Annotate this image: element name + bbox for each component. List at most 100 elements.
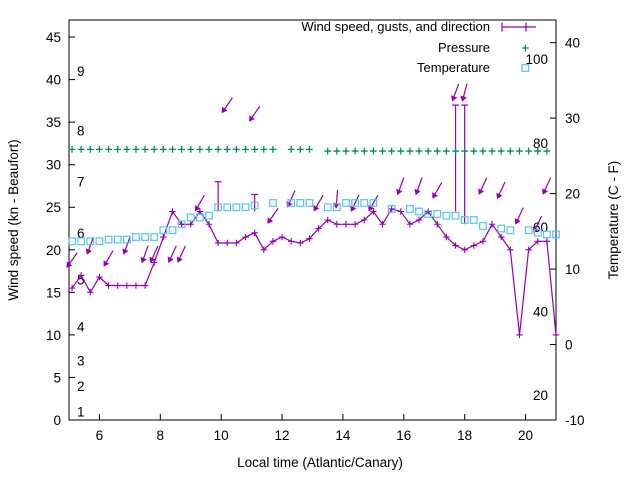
- temperature-point: [460, 216, 469, 224]
- temperature-point: [177, 220, 186, 229]
- wind-speed-point: [434, 221, 441, 228]
- wind-direction-arrow-head: [542, 188, 549, 195]
- wind-direction-arrow-head: [368, 205, 375, 212]
- pressure-point: [205, 145, 213, 153]
- fahrenheit-scale-label: 100: [525, 52, 548, 67]
- pressure-point: [534, 147, 542, 155]
- wind-speed-point: [306, 235, 313, 242]
- pressure-point: [223, 145, 231, 153]
- wind-speed-point: [479, 238, 487, 245]
- wind-direction-arrow-head: [450, 95, 458, 102]
- y2-axis-tick-label: 10: [565, 262, 580, 277]
- temperature-point: [497, 224, 506, 233]
- wind-direction-arrow-head: [496, 192, 503, 200]
- pressure-point: [251, 145, 259, 153]
- wind-speed-point: [169, 208, 176, 215]
- pressure-point: [242, 145, 249, 153]
- beaufort-scale-label: 5: [77, 273, 85, 288]
- wind-speed-point: [77, 272, 85, 279]
- x-axis-tick-label: 18: [457, 428, 472, 443]
- y-axis-tick-label: 0: [53, 413, 61, 428]
- temperature-point: [122, 235, 131, 244]
- pressure-point: [150, 145, 158, 153]
- wind-direction-arrow-head: [460, 95, 467, 102]
- wind-direction-arrow-head: [103, 260, 110, 267]
- pressure-point: [461, 147, 469, 155]
- x-axis-tick-label: 20: [518, 428, 533, 443]
- wind-speed-point: [470, 242, 478, 249]
- y2-axis-tick-label: -10: [565, 413, 585, 428]
- wind-speed-point: [205, 221, 213, 228]
- y-axis-tick-label: 15: [46, 285, 61, 300]
- pressure-point: [86, 145, 94, 153]
- y-axis-tick-label: 30: [46, 158, 61, 173]
- temperature-point: [479, 222, 487, 230]
- beaufort-scale-label: 4: [77, 319, 85, 334]
- wind-speed-point: [287, 238, 295, 245]
- legend-marker-temperature: [521, 64, 530, 72]
- pressure-point: [351, 147, 359, 155]
- wind-direction-arrow-head: [167, 256, 174, 263]
- temperature-point: [113, 235, 122, 244]
- wind-speed-point: [151, 259, 158, 266]
- pressure-point: [369, 147, 377, 155]
- y-axis-tick-label: 20: [46, 243, 61, 258]
- temperature-point: [351, 199, 360, 207]
- beaufort-scale-label: 8: [77, 124, 85, 139]
- pressure-point: [415, 147, 423, 155]
- wind-speed-point: [443, 233, 450, 241]
- wind-direction-arrow-head: [194, 205, 201, 212]
- temperature-point: [433, 210, 442, 218]
- wind-speed-point: [123, 282, 131, 289]
- beaufort-scale-label: 2: [77, 379, 85, 394]
- y-axis-tick-label: 45: [46, 30, 61, 45]
- pressure-point: [397, 147, 405, 155]
- y2-axis-tick-label: 40: [565, 36, 580, 51]
- y2-axis-tick-label: 30: [565, 111, 580, 126]
- temperature-point: [223, 203, 232, 212]
- y2-axis-tick-label: 20: [565, 187, 580, 202]
- wind-speed-point: [525, 246, 532, 253]
- wind-speed-point: [68, 284, 76, 292]
- temperature-point: [424, 210, 433, 218]
- x-axis-tick-label: 16: [396, 428, 411, 443]
- pressure-point: [424, 147, 432, 155]
- temperature-point: [168, 226, 177, 235]
- pressure-point: [260, 145, 268, 153]
- wind-direction-arrow-head: [176, 256, 183, 263]
- beaufort-scale-label: 7: [77, 175, 85, 190]
- temperature-point: [68, 237, 76, 246]
- wind-direction-arrow-head: [149, 256, 156, 263]
- temperature-point: [360, 199, 369, 207]
- wind-direction-arrow-head: [514, 218, 521, 225]
- beaufort-scale-label: 9: [77, 64, 85, 79]
- pressure-point: [159, 145, 167, 153]
- pressure-point: [406, 147, 414, 155]
- wind-speed-point: [105, 282, 112, 289]
- pressure-point: [479, 147, 487, 155]
- wind-speed-point: [397, 208, 404, 215]
- temperature-point: [387, 205, 396, 213]
- pressure-point: [77, 145, 85, 153]
- pressure-point: [470, 147, 478, 155]
- temperature-point: [469, 216, 478, 224]
- y2-axis-tick-label: 0: [565, 338, 573, 353]
- wind-direction-arrow-head: [140, 256, 147, 264]
- pressure-point: [68, 145, 76, 153]
- wind-speed-point: [361, 216, 368, 224]
- pressure-point: [178, 145, 186, 153]
- y-axis-tick-label: 35: [46, 115, 61, 130]
- temperature-point: [442, 211, 451, 220]
- pressure-point: [388, 147, 396, 155]
- temperature-point: [406, 205, 414, 213]
- wind-speed-point: [114, 282, 121, 289]
- temperature-point: [533, 228, 542, 237]
- wind-direction-arrow-head: [221, 106, 228, 114]
- wind-speed-point: [132, 282, 140, 289]
- wind-speed-point: [379, 221, 386, 228]
- wind-speed-point: [269, 238, 277, 245]
- y-axis-tick-label: 10: [46, 328, 61, 343]
- pressure-point: [141, 145, 149, 153]
- beaufort-scale-label: 6: [77, 226, 85, 241]
